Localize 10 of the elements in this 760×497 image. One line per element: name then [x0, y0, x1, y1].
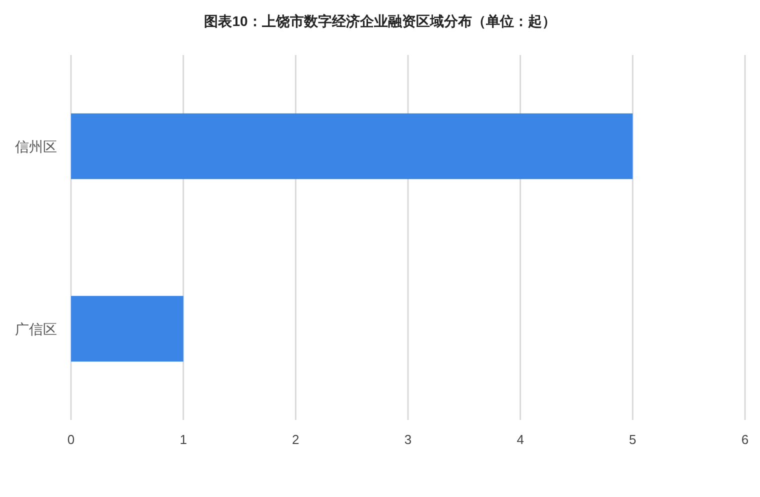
x-tick-label: 4 — [516, 432, 524, 447]
x-tick-label: 0 — [67, 432, 75, 447]
y-tick-label: 广信区 — [15, 320, 57, 337]
x-tick-label: 5 — [629, 432, 636, 447]
chart-title: 图表10：上饶市数字经济企业融资区域分布（单位：起） — [204, 13, 556, 29]
x-tick-label: 6 — [741, 432, 749, 447]
x-tick-label: 1 — [180, 432, 187, 447]
y-tick-label: 信州区 — [15, 138, 57, 154]
x-tick-label: 3 — [404, 432, 412, 447]
x-tick-label: 2 — [292, 432, 300, 447]
